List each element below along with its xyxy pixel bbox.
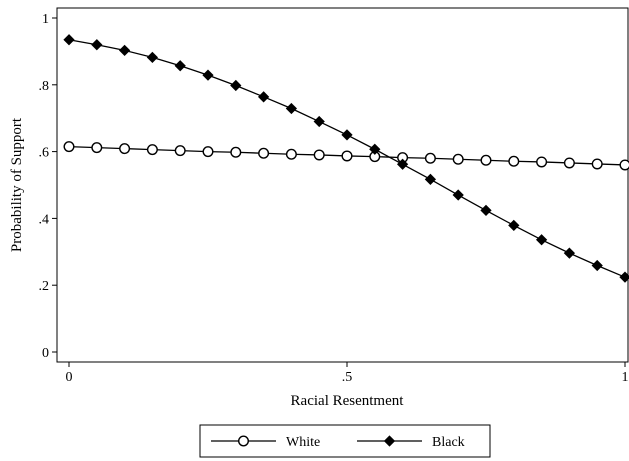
- data-point-white: [148, 145, 158, 155]
- y-tick-label: .8: [39, 79, 50, 94]
- data-point-black: [481, 205, 491, 215]
- data-point-black: [425, 174, 435, 184]
- data-point-black: [147, 52, 157, 62]
- y-tick-label: 0: [42, 346, 49, 361]
- data-point-white: [287, 149, 297, 159]
- data-point-white: [92, 143, 102, 153]
- y-tick-label: .6: [39, 146, 50, 161]
- x-tick-label: 1: [622, 370, 629, 385]
- y-tick-label: 1: [42, 12, 49, 27]
- data-point-black: [536, 235, 546, 245]
- data-point-white: [120, 144, 130, 154]
- data-point-white: [620, 160, 629, 170]
- data-point-white: [509, 156, 519, 166]
- legend-label-white: White: [286, 435, 320, 450]
- data-point-white: [259, 148, 269, 158]
- y-tick-label: .4: [39, 212, 50, 227]
- data-point-white: [592, 159, 602, 169]
- y-tick-label: .2: [39, 279, 50, 294]
- data-point-white: [565, 158, 575, 168]
- x-tick-label: .5: [342, 370, 353, 385]
- data-point-black: [314, 116, 324, 126]
- data-point-black: [119, 45, 129, 55]
- data-point-white: [314, 150, 324, 160]
- series-layer: [64, 35, 629, 283]
- data-point-black: [286, 103, 296, 113]
- data-point-white: [426, 153, 436, 163]
- data-point-white: [481, 155, 491, 165]
- x-axis-title: Racial Resentment: [291, 393, 405, 409]
- data-point-white: [203, 147, 213, 157]
- data-point-black: [564, 248, 574, 258]
- data-point-black: [175, 61, 185, 71]
- data-point-black: [231, 80, 241, 90]
- data-point-black: [592, 260, 602, 270]
- data-point-black: [64, 35, 74, 45]
- y-axis-title: Probability of Support: [9, 117, 25, 252]
- data-point-white: [175, 146, 185, 156]
- data-point-black: [203, 70, 213, 80]
- plot-frame: [57, 8, 628, 362]
- data-point-black: [92, 40, 102, 50]
- series-white: [64, 142, 629, 170]
- data-point-white: [231, 147, 241, 157]
- data-point-black: [453, 190, 463, 200]
- legend: White Black: [200, 425, 490, 457]
- data-point-black: [258, 92, 268, 102]
- data-point-white: [453, 154, 463, 164]
- legend-label-black: Black: [432, 435, 465, 450]
- data-point-white: [64, 142, 74, 152]
- data-point-black: [342, 130, 352, 140]
- legend-marker-white: [239, 436, 249, 446]
- data-point-black: [509, 220, 519, 230]
- data-point-white: [537, 157, 547, 167]
- data-point-white: [342, 151, 352, 161]
- axes: 0 .2 .4 .6 .8 1 0 .5 1 Racial Resentment Probabili…: [9, 8, 629, 409]
- x-tick-label: 0: [66, 370, 73, 385]
